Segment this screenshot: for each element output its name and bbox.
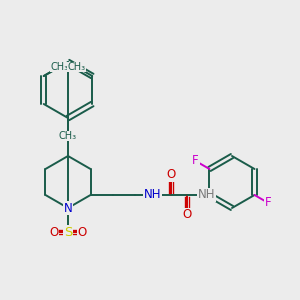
Text: NH: NH xyxy=(198,188,215,202)
Text: NH: NH xyxy=(144,188,161,202)
Text: O: O xyxy=(50,226,58,238)
Text: O: O xyxy=(166,169,175,182)
Text: N: N xyxy=(64,202,72,214)
Text: O: O xyxy=(77,226,87,238)
Text: O: O xyxy=(182,208,191,221)
Text: F: F xyxy=(265,196,272,209)
Text: F: F xyxy=(192,154,199,167)
Text: CH₃: CH₃ xyxy=(50,62,68,72)
Text: CH₃: CH₃ xyxy=(68,62,86,72)
Text: CH₃: CH₃ xyxy=(59,131,77,141)
Text: S: S xyxy=(64,226,72,238)
